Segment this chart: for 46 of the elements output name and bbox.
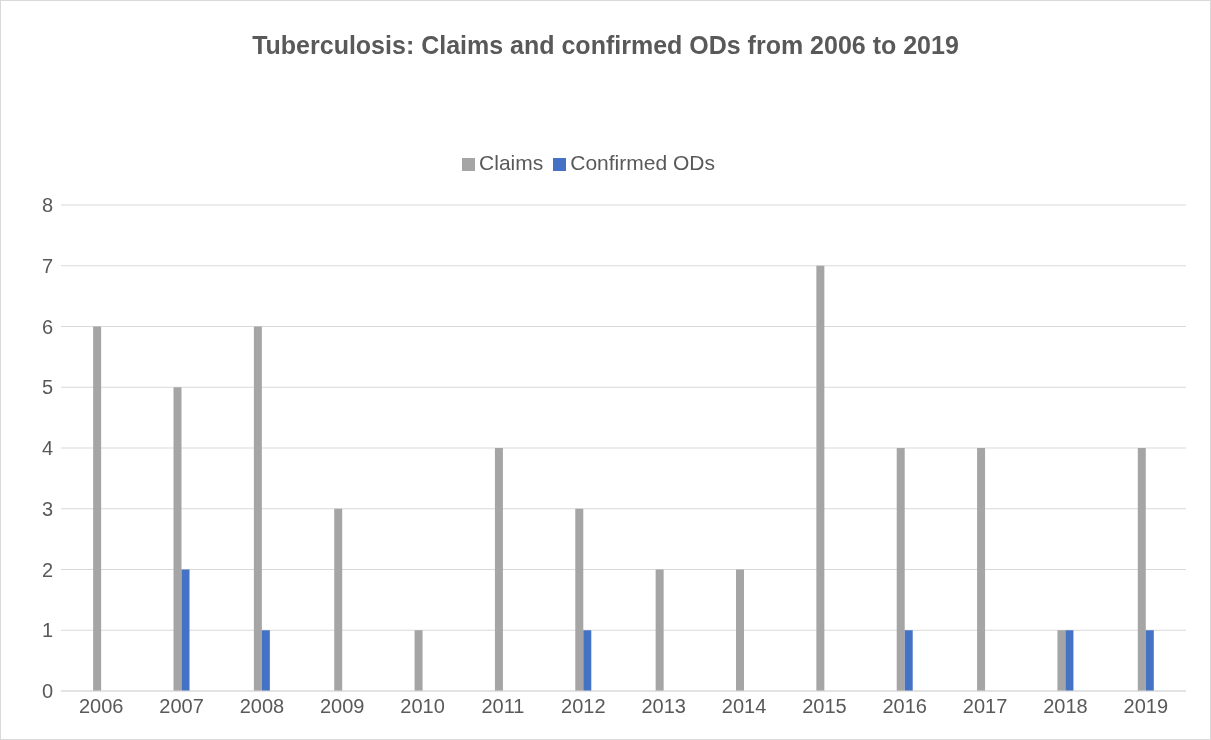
x-tick-label: 2007 bbox=[159, 695, 204, 718]
bar bbox=[181, 569, 190, 691]
bar bbox=[736, 569, 744, 691]
bar bbox=[494, 448, 503, 691]
legend-label: Claims bbox=[479, 151, 544, 174]
bar bbox=[93, 326, 102, 691]
bar bbox=[816, 265, 825, 691]
bar bbox=[1065, 630, 1074, 691]
x-tick-label: 2009 bbox=[320, 695, 365, 718]
legend-label: Confirmed ODs bbox=[570, 151, 715, 174]
x-tick-label: 2018 bbox=[1043, 695, 1088, 718]
bar bbox=[655, 569, 664, 691]
y-tick-label: 6 bbox=[41, 315, 53, 338]
y-tick-label: 7 bbox=[41, 254, 53, 277]
x-tick-label: 2013 bbox=[641, 695, 686, 718]
x-tick-label: 2006 bbox=[78, 695, 124, 718]
bar bbox=[904, 630, 913, 691]
x-tick-label: 2016 bbox=[882, 695, 927, 718]
x-tick-label: 2019 bbox=[1123, 695, 1169, 718]
bar bbox=[261, 630, 270, 691]
x-tick-label: 2017 bbox=[962, 695, 1008, 718]
bar bbox=[896, 448, 905, 691]
bar bbox=[334, 508, 343, 691]
y-tick-label: 5 bbox=[41, 376, 53, 399]
x-tick-label: 2012 bbox=[561, 695, 606, 718]
y-tick-label: 2 bbox=[41, 558, 53, 581]
chart-title: Tuberculosis: Claims and confirmed ODs from 2006 to 2019 bbox=[251, 31, 960, 60]
y-tick-label: 4 bbox=[41, 437, 53, 460]
x-tick-label: 2008 bbox=[239, 695, 285, 718]
y-tick-label: 3 bbox=[41, 497, 53, 520]
bar bbox=[253, 326, 262, 691]
bar bbox=[977, 448, 986, 691]
bar bbox=[1145, 630, 1154, 691]
bar bbox=[583, 630, 592, 691]
bar bbox=[1057, 630, 1066, 691]
bar bbox=[173, 387, 182, 691]
bar bbox=[414, 630, 423, 691]
x-tick-label: 2010 bbox=[400, 695, 445, 718]
bar bbox=[1137, 448, 1146, 691]
x-tick-label: 2011 bbox=[481, 695, 525, 718]
y-tick-label: 0 bbox=[41, 680, 53, 703]
x-tick-label: 2014 bbox=[721, 695, 767, 718]
bar bbox=[575, 508, 584, 691]
x-tick-label: 2015 bbox=[802, 695, 847, 718]
y-tick-label: 8 bbox=[41, 194, 53, 217]
y-tick-label: 1 bbox=[41, 619, 53, 642]
